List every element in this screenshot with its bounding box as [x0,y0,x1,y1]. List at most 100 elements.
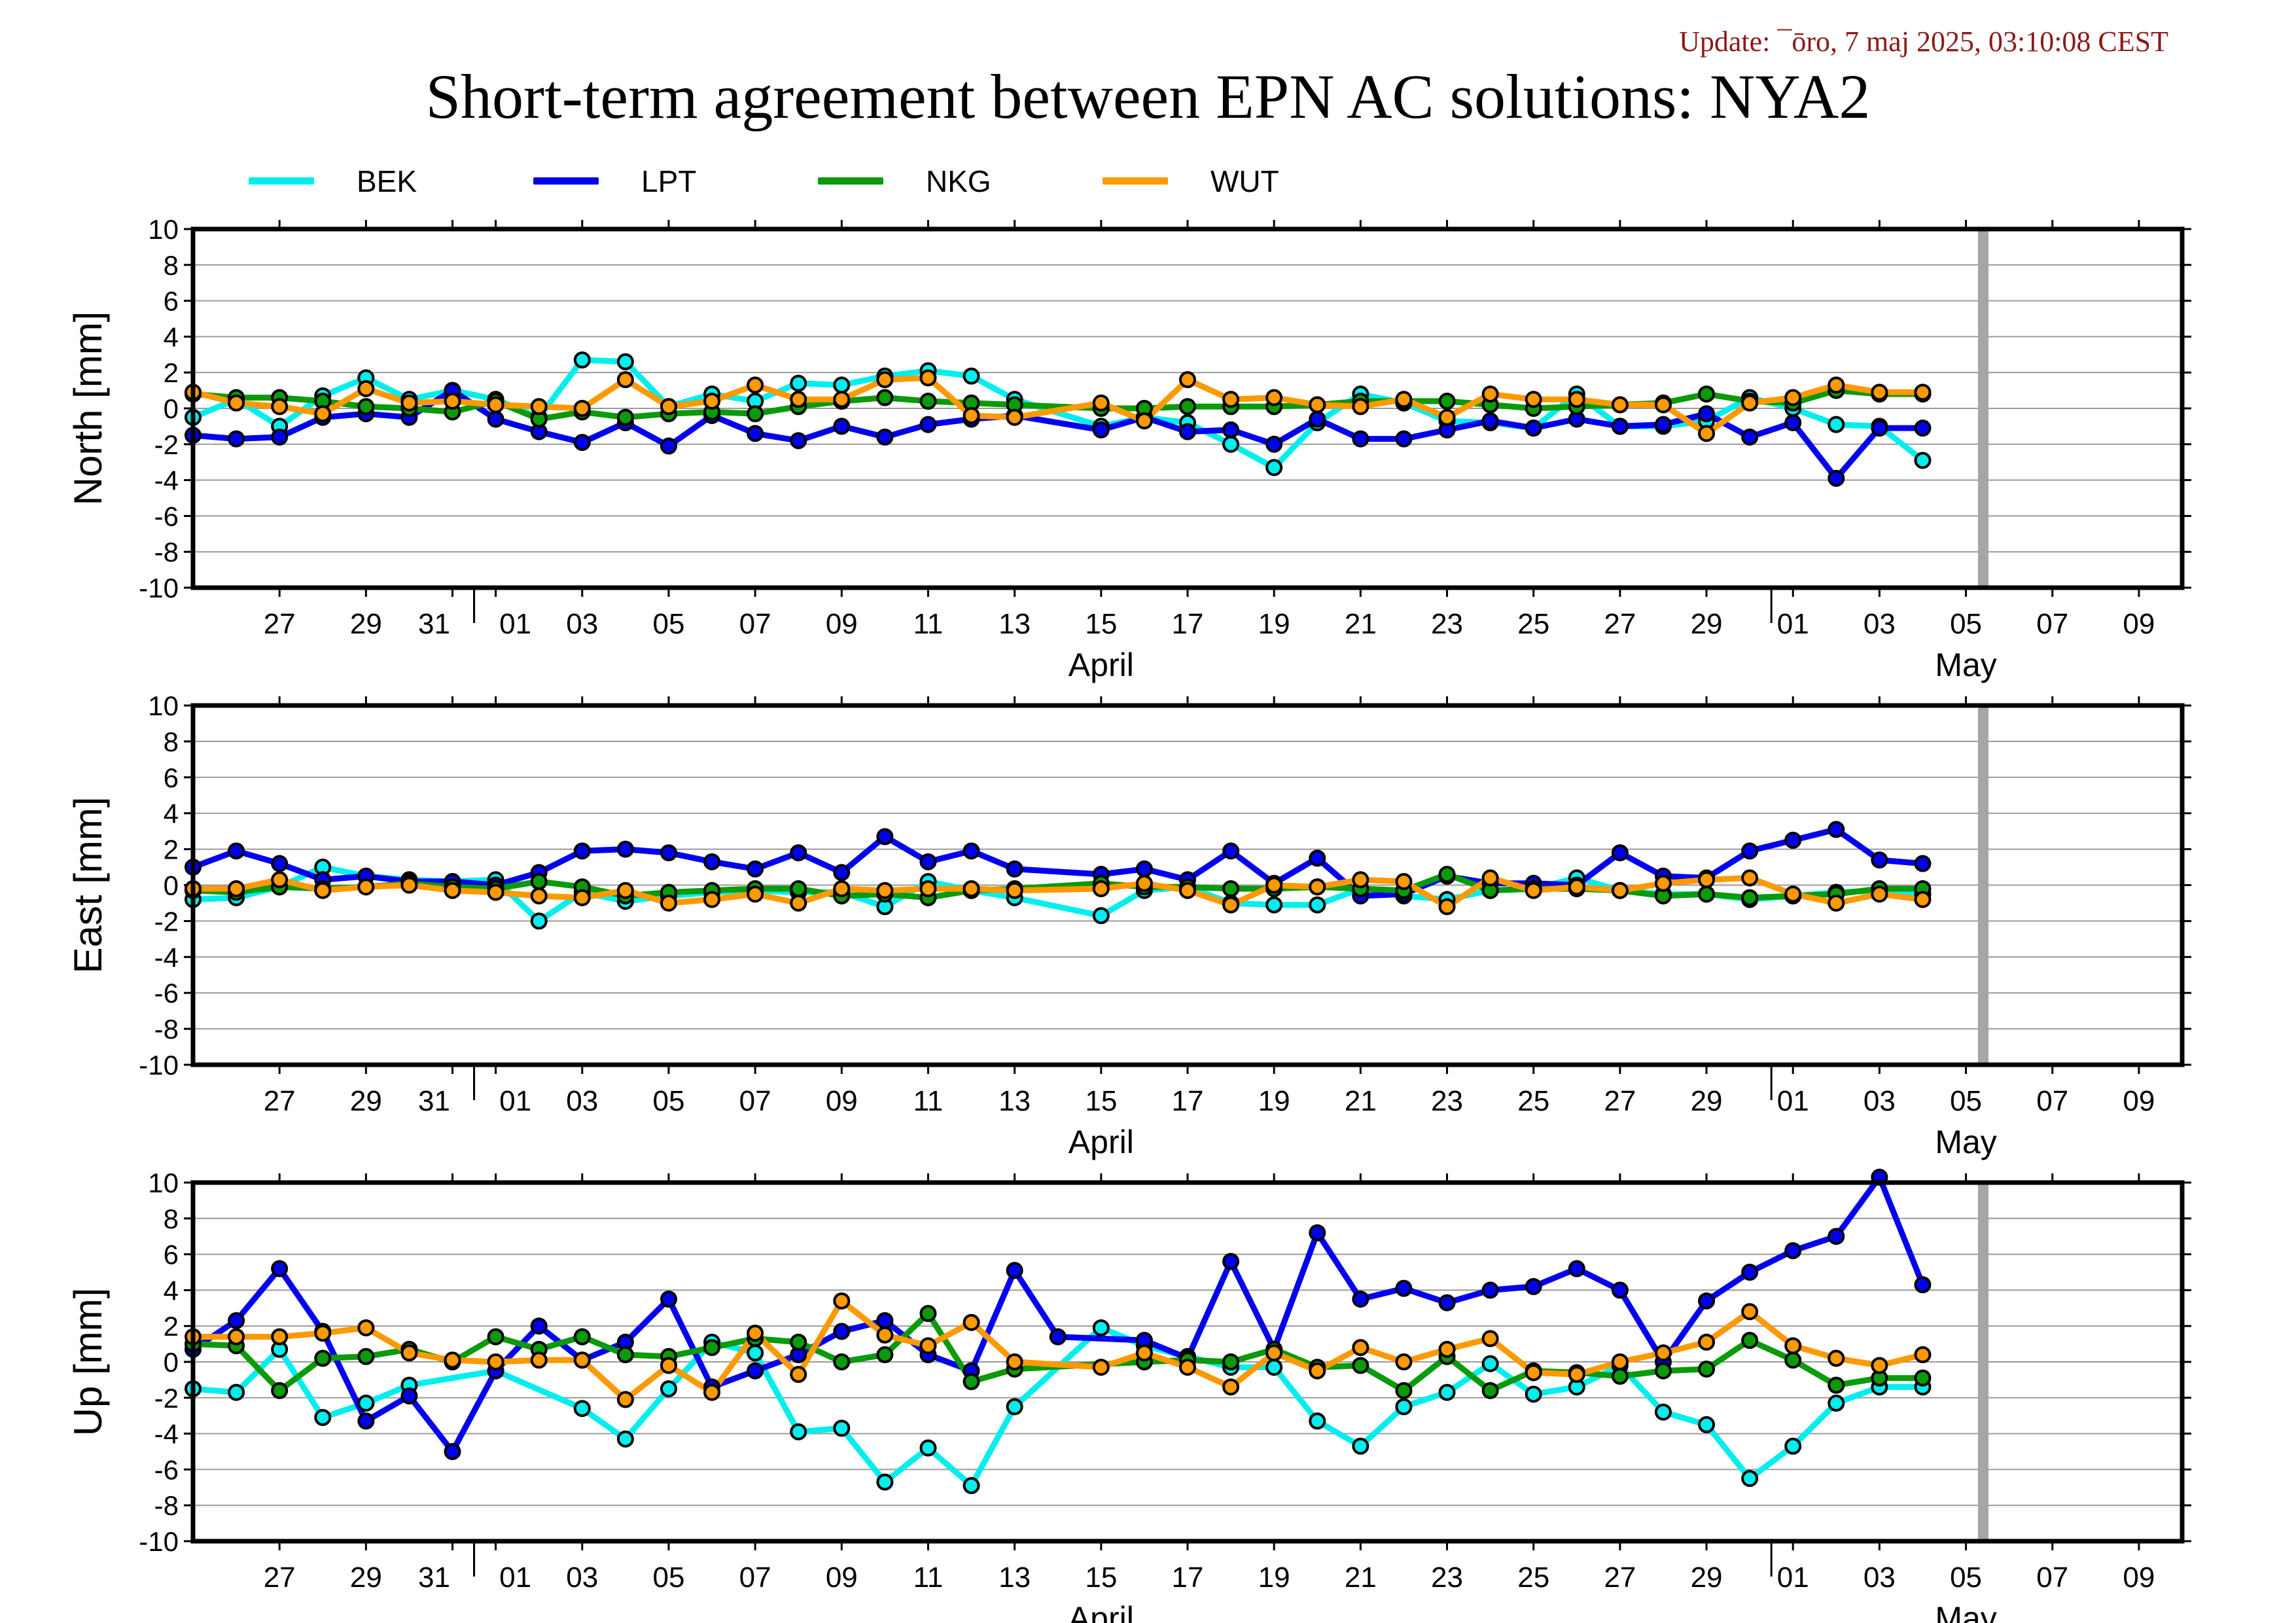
x-tick-label: 01 [499,1085,531,1117]
point-wut [1828,376,1845,394]
point-lpt [790,432,807,450]
point-bek [790,374,807,392]
x-tick-label: 07 [739,608,771,640]
point-wut [1006,882,1023,899]
x-tick-label: 11 [913,1085,944,1117]
point-lpt [1135,860,1153,878]
point-wut [1395,391,1413,408]
x-tick-label: 15 [1085,1085,1117,1117]
x-tick-label: 25 [1517,608,1549,640]
point-lpt [1871,851,1888,869]
x-tick-label: 25 [1517,1561,1549,1594]
point-wut [963,1313,980,1331]
point-lpt [963,842,980,860]
y-tick-label: 10 [148,1168,179,1198]
point-lpt [228,842,245,860]
point-wut [660,894,677,912]
x-tick-label: 15 [1085,1561,1117,1594]
point-nkg [876,1346,894,1364]
point-wut [1309,878,1326,896]
point-wut [1698,1333,1716,1351]
point-bek [573,351,591,369]
x-tick-label: 27 [264,1561,296,1594]
y-tick-label: -2 [154,429,179,460]
point-lpt [1784,831,1802,849]
point-lpt [1481,412,1499,430]
x-tick-label: 11 [913,1561,944,1594]
point-lpt [1179,423,1196,440]
point-lpt [660,1291,677,1308]
legend-label: WUT [1210,164,1279,198]
point-lpt [660,844,677,862]
point-wut [444,882,461,899]
y-tick-label: -2 [154,906,179,936]
legend-line-icon [249,177,314,185]
point-bek [1092,907,1110,925]
point-bek [1352,1437,1369,1455]
panel-east: 10 8 6 4 2 0 -2 -4 -6 -8 -10 East [mm] 27 29 31 01 03 05 0… [66,690,2191,1160]
point-bek [1265,1359,1283,1376]
point-lpt [1395,1279,1413,1297]
point-wut [790,1366,807,1383]
point-wut [1352,398,1369,416]
x-tick-label: 07 [739,1085,771,1117]
x-tick-label: 03 [566,1085,598,1117]
y-axis-label: North [mm] [66,312,110,506]
point-wut [1265,876,1283,894]
point-bek [616,1430,634,1448]
x-tick-label: 23 [1431,1561,1463,1594]
x-tick-label: 05 [1950,608,1982,640]
point-wut [1222,1378,1240,1396]
series-line-wut [193,875,1924,910]
x-tick-label: 19 [1258,1085,1290,1117]
point-lpt [1611,418,1629,435]
x-tick-label: 19 [1258,1561,1290,1594]
point-wut [1352,1339,1369,1357]
point-wut [1828,1349,1845,1367]
point-bek [530,912,548,930]
point-wut [1741,1303,1759,1321]
x-tick-label: 31 [418,608,450,640]
point-wut [919,1337,937,1355]
point-wut [1654,874,1672,892]
point-wut [1525,1364,1542,1382]
point-wut [400,1344,418,1362]
point-lpt [833,418,851,435]
point-nkg [573,1328,591,1346]
point-wut [1481,385,1499,403]
point-wut [1828,894,1845,912]
point-lpt [573,434,591,452]
point-wut [747,885,764,903]
point-bek [228,1383,245,1401]
x-tick-label: 27 [1604,608,1636,640]
x-tick-label: 07 [2036,1561,2068,1594]
point-nkg [1784,1351,1802,1369]
point-bek [963,367,980,385]
series-line-wut [192,374,1923,437]
point-nkg [487,1328,504,1346]
y-tick-label: -4 [154,942,179,972]
point-lpt [833,1323,851,1340]
point-lpt [1222,842,1240,860]
point-nkg [1438,393,1456,410]
point-wut [660,398,677,416]
point-wut [530,1351,548,1369]
point-lpt [271,1260,289,1277]
y-tick-label: 10 [148,214,179,245]
point-lpt [919,416,937,433]
point-wut [1914,1346,1932,1364]
point-bek [1006,1398,1023,1416]
point-wut [228,394,245,412]
x-tick-label: 03 [1863,1085,1896,1117]
y-tick-label: -4 [154,1419,179,1450]
point-lpt [444,1443,461,1460]
point-lpt [271,855,289,872]
point-wut [530,398,548,416]
y-tick-label: -10 [139,1526,179,1557]
point-lpt [1914,1276,1932,1294]
x-tick-label: 31 [418,1085,450,1117]
point-nkg [1222,1353,1240,1370]
point-wut [616,371,634,389]
point-wut [1006,1353,1023,1370]
